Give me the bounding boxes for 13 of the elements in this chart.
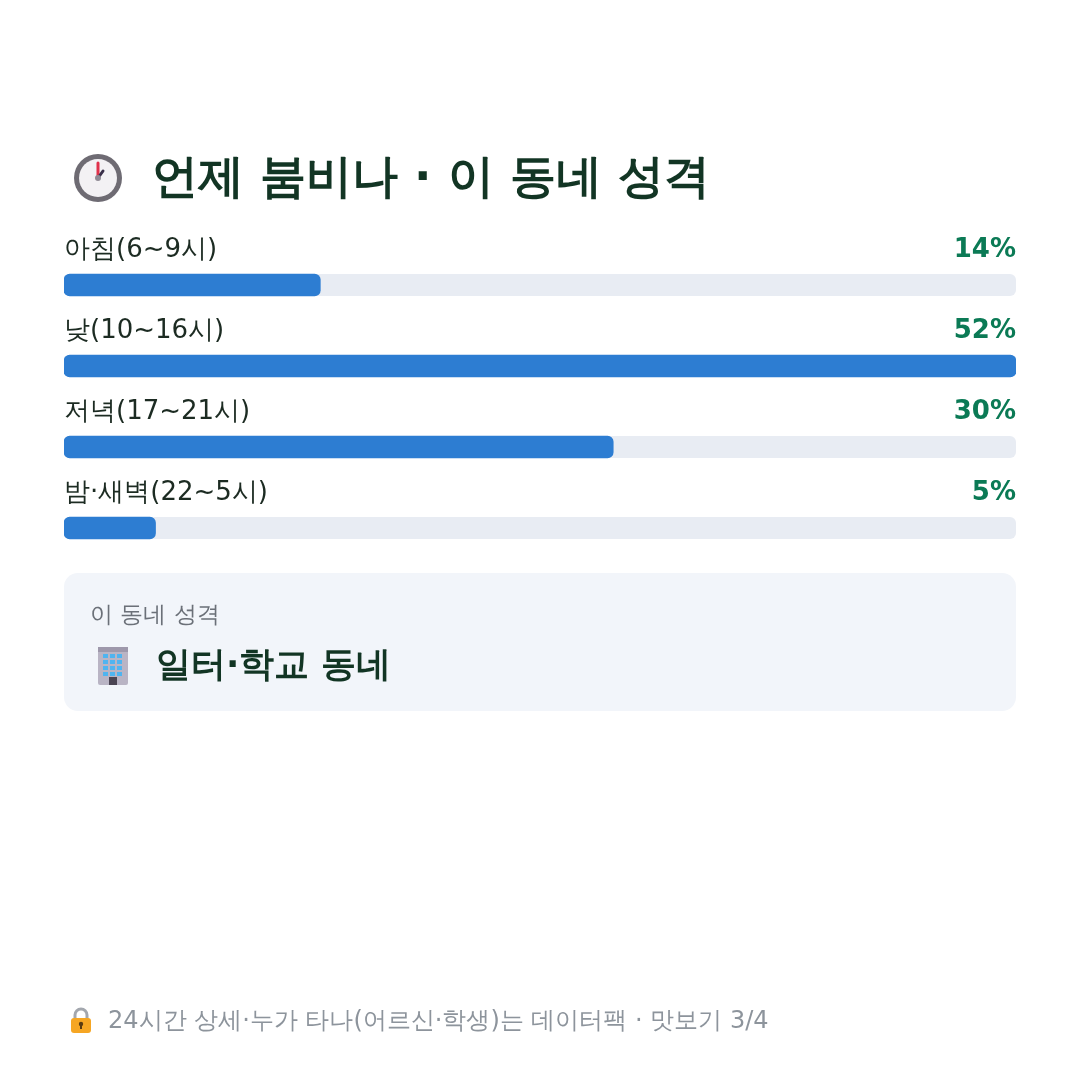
- y-tick-label: 저녁(17~21시): [64, 394, 251, 425]
- text: 이 동네 성격: [90, 600, 220, 629]
- data-label: 52%: [953, 313, 1016, 344]
- text: 24시간 상세·누가 타나(어르신·학생)는 데이터팩 · 맛보기 3/4: [108, 1005, 769, 1036]
- y-tick-label: 아침(6~9시): [64, 232, 218, 263]
- bar: [64, 516, 156, 540]
- data-label: 30%: [953, 394, 1016, 425]
- text: 일터·학교 동네: [156, 643, 392, 686]
- data-label: 5%: [971, 475, 1016, 506]
- y-tick-label: 밤·새벽(22~5시): [64, 475, 268, 506]
- y-tick-label: 낮(10~16시): [64, 313, 225, 344]
- chart-title: 언제 붐비나 · 이 동네 성격: [152, 148, 710, 205]
- data-label: 14%: [953, 232, 1016, 263]
